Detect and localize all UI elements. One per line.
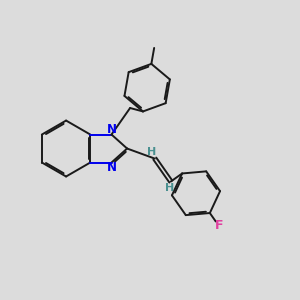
Text: N: N: [107, 123, 117, 136]
Text: H: H: [147, 147, 156, 157]
Text: F: F: [214, 219, 223, 232]
Text: N: N: [107, 161, 117, 174]
Text: H: H: [165, 183, 174, 193]
